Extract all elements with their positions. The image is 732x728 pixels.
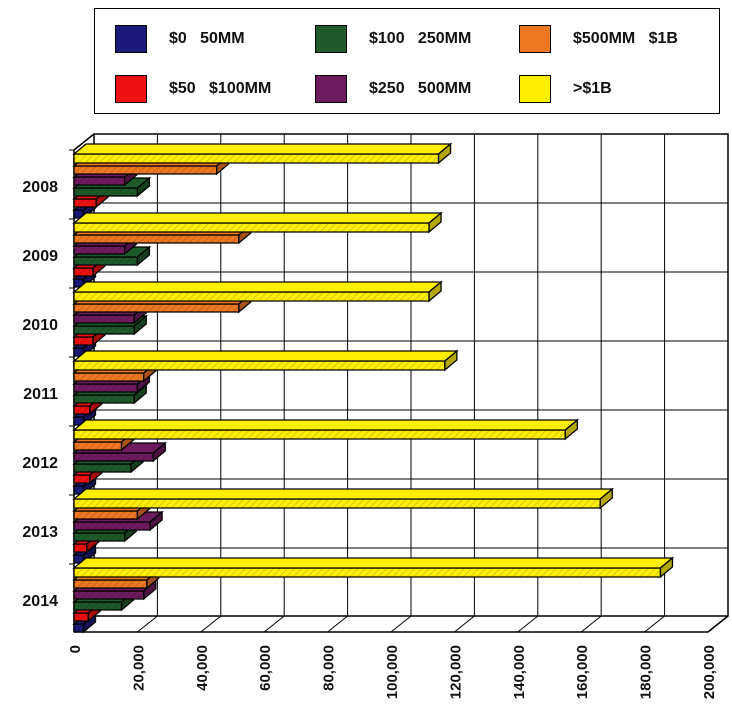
plot-area — [69, 133, 729, 633]
x-tick-label-60-000: 60,000 — [257, 645, 274, 691]
y-tick-label-2012: 2012 — [22, 455, 58, 472]
legend-item-50-100mm: $50 $100MM — [115, 75, 271, 103]
floor-gridline — [390, 615, 412, 633]
bar-2008-1b — [72, 142, 453, 165]
y-tick-label-2013: 2013 — [22, 524, 58, 541]
legend-item-500mm-1b: $500MM $1B — [519, 25, 678, 53]
x-tick-label-20-000: 20,000 — [130, 645, 147, 691]
floor-gridline — [200, 615, 222, 633]
x-tick-label-80-000: 80,000 — [321, 645, 338, 691]
legend-label-100-250mm: $100 250MM — [369, 30, 472, 47]
y-tick-label-2009: 2009 — [22, 248, 58, 265]
floor-gridline — [644, 615, 665, 633]
legend-swatch-50-100mm — [115, 75, 147, 103]
floor-gridline — [137, 615, 158, 633]
legend-swatch-100-250mm — [315, 25, 347, 53]
bar-2013-1b — [72, 487, 615, 510]
x-tick-label-140-000: 140,000 — [511, 645, 528, 699]
legend-label-50-100mm: $50 $100MM — [169, 80, 272, 97]
x-tick-label-120-000: 120,000 — [447, 645, 464, 699]
floor-gridline — [263, 615, 285, 633]
legend-item-100-250mm: $100 250MM — [315, 25, 471, 53]
legend-swatch-500mm-1b — [519, 25, 551, 53]
x-tick-label-180-000: 180,000 — [638, 645, 655, 699]
floor-gridline — [327, 615, 348, 633]
bar-2014-1b — [72, 556, 675, 579]
x-tick-label-40-000: 40,000 — [194, 645, 211, 691]
legend-item-0-50mm: $0 50MM — [115, 25, 245, 53]
legend-swatch-over-1b — [519, 75, 551, 103]
floor-right-edge — [707, 615, 729, 633]
legend-item-250-500mm: $250 500MM — [315, 75, 471, 103]
legend: $0 50MM $50 $100MM $100 250MM $250 500MM… — [94, 8, 720, 114]
y-tick-label-2014: 2014 — [22, 593, 58, 610]
floor-gridline — [580, 615, 602, 633]
y-axis-tick-labels: 2008 2009 2010 2011 2012 2013 2014 — [22, 179, 58, 610]
y-tick-label-2011: 2011 — [23, 386, 58, 403]
floor-gridline — [517, 615, 539, 633]
bar-2012-1b — [72, 418, 580, 441]
bar-2011-1b — [72, 349, 459, 372]
legend-item-over-1b: >$1B — [519, 75, 612, 103]
legend-swatch-250-500mm — [315, 75, 347, 103]
legend-label-0-50mm: $0 50MM — [169, 30, 245, 47]
bar-2010-1b — [72, 280, 443, 303]
x-tick-label-200-000: 200,000 — [701, 645, 718, 699]
y-tick-label-2008: 2008 — [22, 179, 58, 196]
bars — [72, 142, 675, 634]
x-tick-label-160-000: 160,000 — [574, 645, 591, 699]
x-tick-label-0: 0 — [67, 645, 84, 653]
legend-label-over-1b: >$1B — [573, 80, 612, 97]
bar-2009-1b — [72, 211, 443, 234]
floor-gridline — [454, 615, 475, 633]
legend-label-250-500mm: $250 500MM — [369, 80, 472, 97]
side-wall-top-edge — [73, 133, 95, 151]
y-tick-label-2010: 2010 — [22, 317, 58, 334]
x-tick-label-100-000: 100,000 — [384, 645, 401, 699]
legend-swatch-0-50mm — [115, 25, 147, 53]
x-axis-tick-labels: 0 20,000 40,000 60,000 80,000 100,000 120,000 1… — [67, 645, 718, 699]
legend-label-500mm-1b: $500MM $1B — [573, 30, 678, 47]
